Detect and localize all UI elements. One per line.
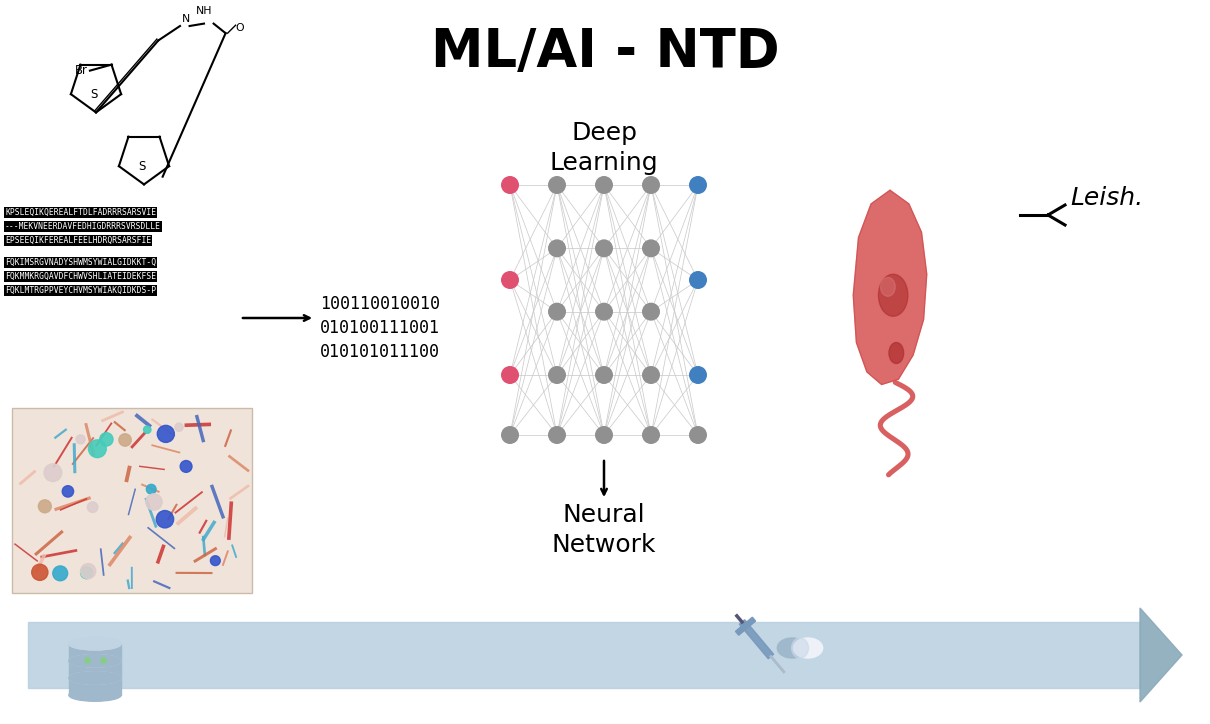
Ellipse shape xyxy=(69,638,121,650)
Text: O: O xyxy=(236,23,244,33)
Ellipse shape xyxy=(69,672,121,684)
Circle shape xyxy=(501,271,519,289)
Circle shape xyxy=(501,426,519,444)
Text: FQKIMSRGVNADYSHWMSYWIALGIDKKT-Q: FQKIMSRGVNADYSHWMSYWIALGIDKKT-Q xyxy=(5,258,156,267)
Ellipse shape xyxy=(69,654,121,667)
Circle shape xyxy=(595,240,613,257)
Circle shape xyxy=(688,176,707,194)
Circle shape xyxy=(688,426,707,444)
Ellipse shape xyxy=(889,342,904,363)
Circle shape xyxy=(501,176,519,194)
Circle shape xyxy=(31,564,48,581)
Circle shape xyxy=(688,271,707,289)
Circle shape xyxy=(81,567,93,578)
Text: ---MEKVNEERDAVFEDHIGDRRRSVRSDLLE: ---MEKVNEERDAVFEDHIGDRRRSVRSDLLE xyxy=(5,222,161,231)
Circle shape xyxy=(180,460,192,472)
Polygon shape xyxy=(853,190,927,384)
Ellipse shape xyxy=(69,654,121,667)
Circle shape xyxy=(76,435,85,444)
Ellipse shape xyxy=(69,638,121,650)
Circle shape xyxy=(643,366,659,384)
Text: EPSEEQIKFEREALFEELHDRQRSARSFIE: EPSEEQIKFEREALFEELHDRQRSARSFIE xyxy=(5,236,151,245)
Circle shape xyxy=(548,176,566,194)
Circle shape xyxy=(88,439,106,458)
Circle shape xyxy=(44,464,62,481)
Circle shape xyxy=(501,366,519,384)
Text: Neural
Network: Neural Network xyxy=(552,503,656,557)
Circle shape xyxy=(548,366,566,384)
Circle shape xyxy=(643,303,659,321)
Circle shape xyxy=(156,510,174,528)
Circle shape xyxy=(643,426,659,444)
Circle shape xyxy=(39,500,51,513)
Circle shape xyxy=(595,176,613,194)
Circle shape xyxy=(595,426,613,444)
Text: Leish.: Leish. xyxy=(1070,186,1143,210)
Text: Br: Br xyxy=(75,64,87,77)
Circle shape xyxy=(175,423,183,432)
Circle shape xyxy=(595,366,613,384)
Circle shape xyxy=(87,502,98,513)
Polygon shape xyxy=(739,620,773,659)
Text: KPSLEQIKQEREALFTDLFADRRRSARSVIE: KPSLEQIKQEREALFTDLFADRRRSARSVIE xyxy=(5,208,156,217)
Text: ML/AI - NTD: ML/AI - NTD xyxy=(431,26,779,78)
Ellipse shape xyxy=(777,638,807,658)
Circle shape xyxy=(643,176,659,194)
Circle shape xyxy=(643,240,659,257)
Ellipse shape xyxy=(794,638,823,658)
Circle shape xyxy=(157,426,174,442)
Text: 010100111001: 010100111001 xyxy=(319,319,440,337)
Circle shape xyxy=(548,303,566,321)
Circle shape xyxy=(99,433,113,446)
Text: S: S xyxy=(91,88,98,101)
Circle shape xyxy=(81,563,96,578)
Text: FQKMMKRGQAVDFCHWVSHLIATEIDEKFSE: FQKMMKRGQAVDFCHWVSHLIATEIDEKFSE xyxy=(5,272,156,281)
Text: FQKLMTRGPPVEYCHVMSYWIAKQIDKDS-P: FQKLMTRGPPVEYCHVMSYWIAKQIDKDS-P xyxy=(5,286,156,295)
Text: S: S xyxy=(138,159,145,172)
Circle shape xyxy=(548,240,566,257)
Polygon shape xyxy=(1140,608,1182,702)
Circle shape xyxy=(548,426,566,444)
Circle shape xyxy=(145,494,162,510)
Text: 100110010010: 100110010010 xyxy=(319,295,440,313)
Ellipse shape xyxy=(791,638,808,658)
Circle shape xyxy=(146,484,156,494)
Circle shape xyxy=(119,434,132,446)
Polygon shape xyxy=(736,618,755,635)
Circle shape xyxy=(62,486,74,497)
Text: 010101011100: 010101011100 xyxy=(319,343,440,361)
Circle shape xyxy=(144,426,151,434)
Ellipse shape xyxy=(881,277,895,296)
Circle shape xyxy=(53,566,68,581)
Ellipse shape xyxy=(878,274,908,316)
Ellipse shape xyxy=(69,672,121,684)
Text: NH: NH xyxy=(196,6,212,16)
Ellipse shape xyxy=(69,689,121,702)
FancyBboxPatch shape xyxy=(12,408,252,593)
Text: Deep
Learning: Deep Learning xyxy=(549,121,658,175)
Circle shape xyxy=(211,556,220,565)
Text: N: N xyxy=(182,14,190,24)
Circle shape xyxy=(595,303,613,321)
Circle shape xyxy=(688,366,707,384)
